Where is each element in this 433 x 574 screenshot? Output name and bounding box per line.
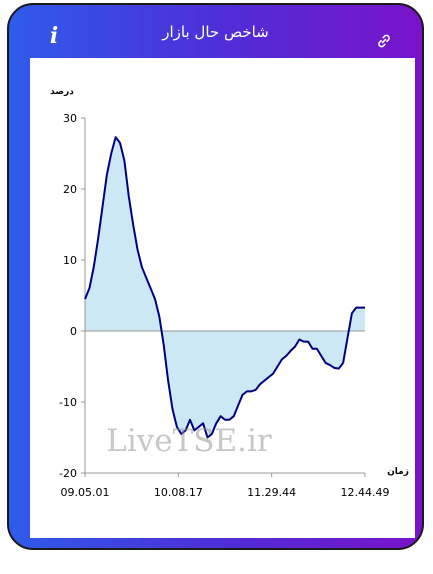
- info-icon[interactable]: i: [49, 23, 59, 49]
- watermark: LiveTSE.ir: [106, 423, 272, 459]
- link-icon[interactable]: [376, 33, 392, 49]
- x-axis-label: زمان: [387, 467, 409, 477]
- x-tick-label: 10.08.17: [154, 486, 203, 499]
- x-tick-label: 11.29.44: [247, 486, 296, 499]
- market-index-card: شاخص حال بازار i 30 20 10 0 -10 -20 09.05.01 10…: [7, 3, 424, 550]
- y-axis-label: درصد: [50, 87, 74, 97]
- chart-area-layer: [85, 137, 365, 438]
- chart-axis-layer: 30 20 10 0 -10 -20 09.05.01 10.08.17 11.29.44 12.…: [59, 112, 389, 499]
- card-header: شاخص حال بازار i: [9, 5, 422, 55]
- market-index-chart: 30 20 10 0 -10 -20 09.05.01 10.08.17 11.29.44 12.…: [50, 87, 409, 499]
- y-tick-label: 10: [63, 254, 77, 267]
- y-tick-label: 30: [63, 112, 77, 125]
- chart-line-layer: [84, 136, 365, 439]
- y-tick-label: 20: [63, 183, 77, 196]
- y-tick-label: -20: [59, 467, 77, 480]
- y-tick-label: 0: [70, 325, 77, 338]
- y-tick-label: -10: [59, 396, 77, 409]
- chart-panel: 30 20 10 0 -10 -20 09.05.01 10.08.17 11.29.44 12.…: [30, 58, 415, 538]
- series-area-fill: [85, 137, 365, 438]
- card-title: شاخص حال بازار: [162, 23, 269, 41]
- x-tick-label: 12.44.49: [341, 486, 390, 499]
- x-tick-label: 09.05.01: [61, 486, 110, 499]
- series-line: [84, 136, 365, 439]
